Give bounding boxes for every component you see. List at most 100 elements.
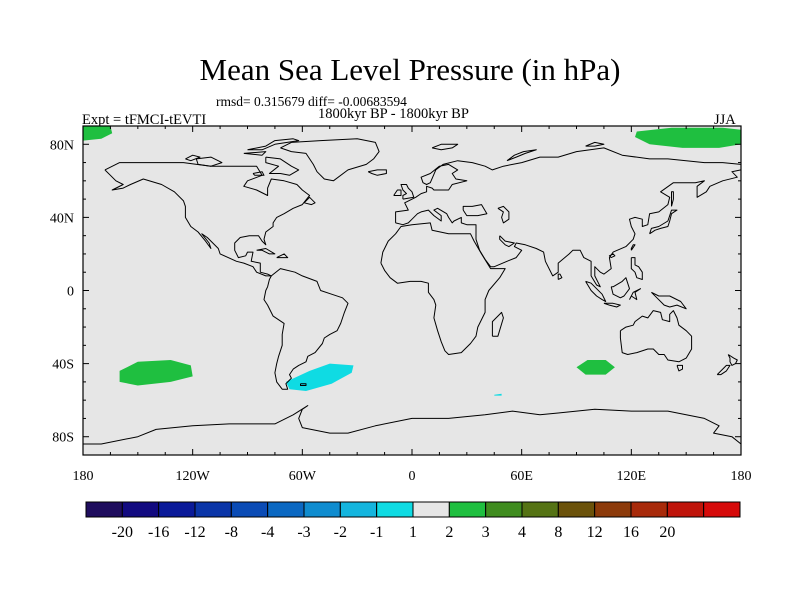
coastline-banks-island (185, 154, 201, 162)
coastline-southampton (252, 171, 265, 176)
coastline-philippines (630, 257, 643, 280)
plot-background (83, 126, 741, 455)
x-tick-label: 60E (510, 469, 533, 484)
season-label: JJA (714, 112, 736, 128)
coastline-hainan (608, 253, 616, 259)
coastline-new-zealand-n (727, 354, 738, 366)
coastline-falklands (300, 383, 307, 386)
coastline-sakhalin (671, 191, 674, 207)
y-tick-label: 40S (52, 358, 74, 373)
colorbar-swatch (158, 501, 196, 518)
colorbar-label: 12 (587, 524, 603, 541)
colorbar-swatch (339, 501, 378, 518)
coastline-black-sea (462, 204, 488, 217)
axes: 180 120W 60W 0 60E 120E 180 80N 40N 0 40S 80S (50, 126, 752, 484)
colorbar-swatch (412, 501, 450, 518)
experiment-label: Expt = tFMCI-tEVTI (82, 112, 207, 128)
coastline-novaya-zemlya (506, 149, 537, 162)
coastline-eurasia (395, 147, 741, 288)
colorbar-label: -12 (184, 524, 205, 541)
coastline-sri-lanka (557, 273, 563, 280)
coastline-south-america (263, 268, 349, 390)
anomaly-region-south-atlantic-small (494, 393, 502, 396)
anomaly-region-arctic-east (635, 127, 741, 148)
coastline-north-america (104, 162, 311, 277)
coastline-madagascar (491, 311, 504, 337)
colorbar-swatch (485, 501, 523, 518)
coastline-japan (649, 209, 678, 235)
chart-title: Mean Sea Level Pressure (in hPa) (199, 52, 621, 87)
colorbar-label: -20 (112, 524, 133, 541)
colorbar-swatch (85, 501, 123, 518)
y-tick-label: 80S (52, 431, 74, 446)
coastline-java (603, 302, 621, 308)
coastlines (83, 138, 741, 445)
coastline-arabia-gulf (499, 235, 515, 248)
coastline-british-isles (400, 184, 415, 200)
colorbar-label: 20 (659, 524, 675, 541)
coastline-hispaniola (276, 253, 289, 259)
colorbar-swatch (703, 501, 741, 518)
colorbar-swatch (666, 501, 705, 518)
colorbar-label: -1 (370, 524, 383, 541)
coastline-sumatra (585, 280, 607, 302)
coastline-sulawesi (629, 288, 641, 301)
coastline-baffin (265, 156, 300, 176)
x-tick-label: 120E (617, 469, 647, 484)
colorbar-swatch (121, 501, 160, 518)
coastline-cuba (256, 248, 276, 255)
y-tick-label: 40N (50, 211, 74, 226)
coastline-caspian (497, 205, 510, 224)
colorbar-swatch (267, 501, 305, 518)
colorbar-label: -16 (148, 524, 169, 541)
colorbar-swatch (630, 501, 668, 518)
coastline-ireland (393, 189, 402, 196)
x-tick-label: 0 (409, 469, 416, 484)
colorbar-swatch (230, 501, 269, 518)
rmsd-diff-stats: rmsd= 0.315679 diff= -0.00683594 (216, 94, 407, 109)
x-tick-label: 120W (176, 469, 211, 484)
y-tick-label: 80N (50, 138, 74, 153)
colorbar-swatch (194, 501, 232, 518)
coastline-devon-island (243, 151, 267, 156)
coastline-newfoundland (303, 196, 316, 206)
coastline-antarctica (83, 405, 741, 445)
anomaly-region-arctic-west (83, 126, 113, 141)
coastline-tasmania (676, 364, 683, 372)
coastline-victoria-island (195, 156, 223, 167)
colorbar-label: -8 (225, 524, 238, 541)
colorbar-label: 2 (445, 524, 453, 541)
colorbar-swatch (594, 501, 632, 518)
coastline-new-guinea (651, 291, 687, 310)
anomaly-region-south-pacific (119, 360, 193, 386)
coastline-greenland (280, 138, 380, 182)
coastline-svalbard (431, 143, 459, 151)
coastline-severnaya-zemlya (585, 141, 605, 147)
colorbar-label: 3 (482, 524, 490, 541)
coastline-ellesmere (247, 138, 300, 151)
period-label: 1800kyr BP - 1800kyr BP (318, 106, 469, 122)
colorbar-label: -3 (297, 524, 310, 541)
colorbar-swatch (521, 501, 559, 518)
x-tick-label: 180 (731, 469, 752, 484)
anomaly-fills (83, 126, 741, 396)
colorbar-label: 8 (554, 524, 562, 541)
coastline-borneo (610, 277, 630, 299)
anomaly-region-south-indian (576, 360, 615, 375)
x-tick-label: 180 (73, 469, 94, 484)
coastline-africa (380, 222, 506, 355)
coastline-taiwan (630, 244, 636, 251)
colorbar-label: -2 (334, 524, 347, 541)
colorbar-label: -4 (261, 524, 274, 541)
colorbar-label: 16 (623, 524, 639, 541)
colorbar-label: 4 (518, 524, 526, 541)
colorbar-swatch (557, 501, 596, 518)
x-tick-label: 60W (289, 469, 317, 484)
colorbar: -20 -16 -12 -8 -4 -3 -2 -1 1 2 3 4 8 12 16 20 (85, 501, 741, 541)
colorbar-swatch (448, 501, 487, 518)
colorbar-swatch (376, 501, 414, 518)
coastline-australia (619, 310, 693, 363)
y-tick-label: 0 (67, 285, 74, 300)
colorbar-swatch (303, 501, 341, 518)
